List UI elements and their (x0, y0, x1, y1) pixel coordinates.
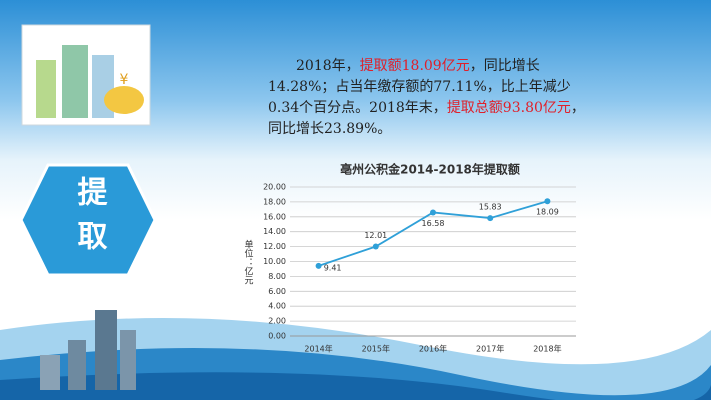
x-tick-label: 2018年 (533, 344, 561, 354)
point (430, 209, 436, 216)
y-tick-label: 16.00 (263, 212, 286, 221)
data-label: 9.41 (324, 263, 342, 272)
y-tick-label: 2.00 (268, 317, 286, 326)
paragraph: 2018年，提取额18.09亿元，同比增长14.28%；占当年缴存额的77.11… (268, 56, 586, 140)
data-label: 18.09 (536, 208, 559, 217)
y-tick-label: 8.00 (268, 272, 286, 281)
chart-title: 亳州公积金2014-2018年提取额 (340, 162, 520, 177)
x-tick-label: 2016年 (419, 344, 447, 354)
paragraph-text: 提取额18.09亿元 (359, 58, 470, 74)
badge-text: 提取 (72, 176, 108, 264)
y-tick-label: 6.00 (268, 287, 286, 296)
y-tick-label: 10.00 (263, 257, 286, 266)
y-tick-label: 0.00 (268, 332, 286, 341)
y-tick-label: 14.00 (263, 227, 286, 236)
point (487, 215, 494, 222)
buildings (40, 310, 136, 390)
data-label: 15.83 (479, 203, 502, 212)
paragraph-text: 提取总额93.80亿元 (446, 100, 571, 116)
svg-text:¥: ¥ (120, 72, 129, 88)
paragraph-text: ，同比增长23.89%。 (268, 100, 585, 137)
point (372, 243, 379, 250)
point (315, 262, 322, 269)
y-tick-label: 4.00 (268, 302, 286, 311)
paragraph-text: 2018年， (296, 58, 360, 74)
x-tick-label: 2017年 (476, 344, 504, 354)
y-tick-label: 12.00 (263, 242, 286, 251)
y-tick-label: 18.00 (263, 197, 286, 206)
badge: 提取 (19, 163, 157, 277)
data-label: 16.58 (422, 219, 445, 228)
x-tick-label: 2014年 (304, 344, 332, 354)
y-axis-label: 单位：亿元 (243, 238, 254, 285)
wave (0, 372, 711, 400)
paragraph-text: ，同比增长14.28%；占当年缴存额的77.11%，比上年减少0.34个百分点。… (268, 58, 571, 116)
y-tick-label: 20.00 (263, 183, 286, 192)
data-label: 12.01 (364, 231, 387, 240)
illustration: ¥ (21, 24, 151, 126)
x-tick-label: 2015年 (362, 344, 390, 354)
point (544, 198, 551, 205)
